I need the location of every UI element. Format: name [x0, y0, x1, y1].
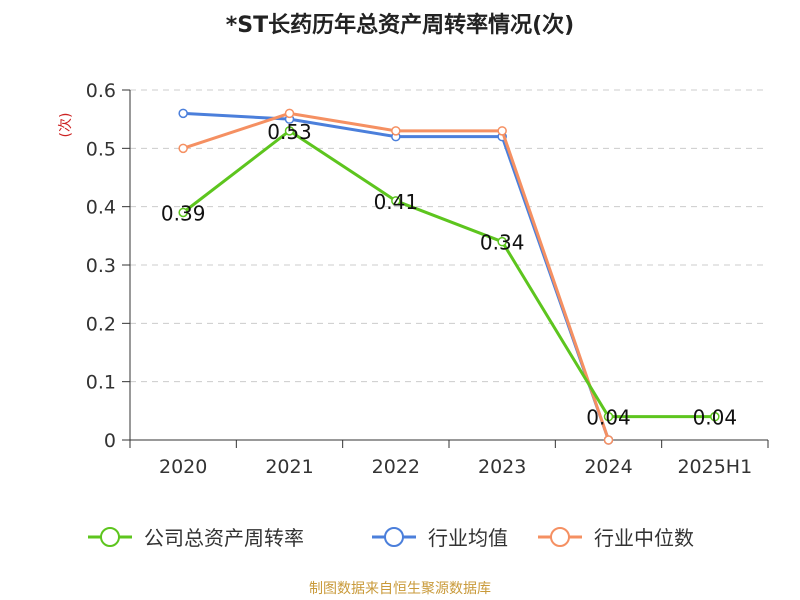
- x-tick-label: 2020: [159, 456, 207, 478]
- axes: [129, 90, 769, 448]
- data-point: [178, 143, 188, 154]
- data-point: [178, 108, 188, 119]
- y-tick-label: 0.2: [86, 313, 116, 335]
- x-tick-label: 2021: [265, 456, 313, 478]
- gridlines: [122, 89, 768, 441]
- y-tick-label: 0.6: [86, 80, 116, 102]
- source-note: 制图数据来自恒生聚源数据库: [309, 581, 491, 597]
- data-label: 0.39: [161, 202, 206, 226]
- y-tick-label: 0.4: [86, 197, 116, 219]
- y-tick-label: 0.1: [86, 372, 116, 394]
- legend: 公司总资产周转率 行业均值 行业中位数: [88, 526, 694, 550]
- chart-title: *ST长药历年总资产周转率情况(次): [226, 12, 574, 38]
- legend-marker: [384, 527, 404, 547]
- data-label: 0.04: [693, 406, 738, 430]
- x-tick-label: 2022: [372, 456, 420, 478]
- data-label: 0.41: [374, 190, 419, 214]
- legend-marker: [100, 527, 120, 547]
- data-point: [391, 196, 401, 206]
- data-point: [497, 126, 507, 136]
- data-label: 0.53: [267, 120, 312, 144]
- data-point: [710, 411, 720, 422]
- data-point: [284, 126, 295, 136]
- y-axis-label: (次): [58, 113, 74, 138]
- y-tick-labels: 0 0.1 0.2 0.3 0.4 0.5 0.6: [86, 80, 116, 452]
- legend-marker: [550, 527, 570, 547]
- y-tick-label: 0.3: [86, 255, 116, 277]
- y-tick-label: 0: [104, 430, 116, 452]
- data-label: 0.04: [586, 406, 631, 430]
- data-point: [603, 411, 614, 422]
- legend-label: 公司总资产周转率: [144, 526, 304, 550]
- legend-label: 行业中位数: [594, 526, 694, 550]
- legend-label: 行业均值: [428, 526, 508, 550]
- x-tick-label: 2025H1: [677, 456, 752, 478]
- data-point: [391, 126, 401, 136]
- data-point: [497, 236, 507, 247]
- x-tick-labels: 2020 2021 2022 2023 2024 2025H1: [159, 456, 752, 478]
- x-tick-label: 2023: [478, 456, 526, 478]
- data-point: [284, 108, 295, 119]
- data-point: [603, 435, 614, 445]
- series-line: [182, 129, 715, 419]
- series-lines: [178, 108, 720, 445]
- x-tick-label: 2024: [584, 456, 632, 478]
- data-point: [178, 207, 188, 218]
- data-label: 0.34: [480, 231, 525, 255]
- y-tick-label: 0.5: [86, 138, 116, 160]
- data-labels: 0.39 0.53 0.41 0.34 0.04 0.04: [161, 120, 737, 430]
